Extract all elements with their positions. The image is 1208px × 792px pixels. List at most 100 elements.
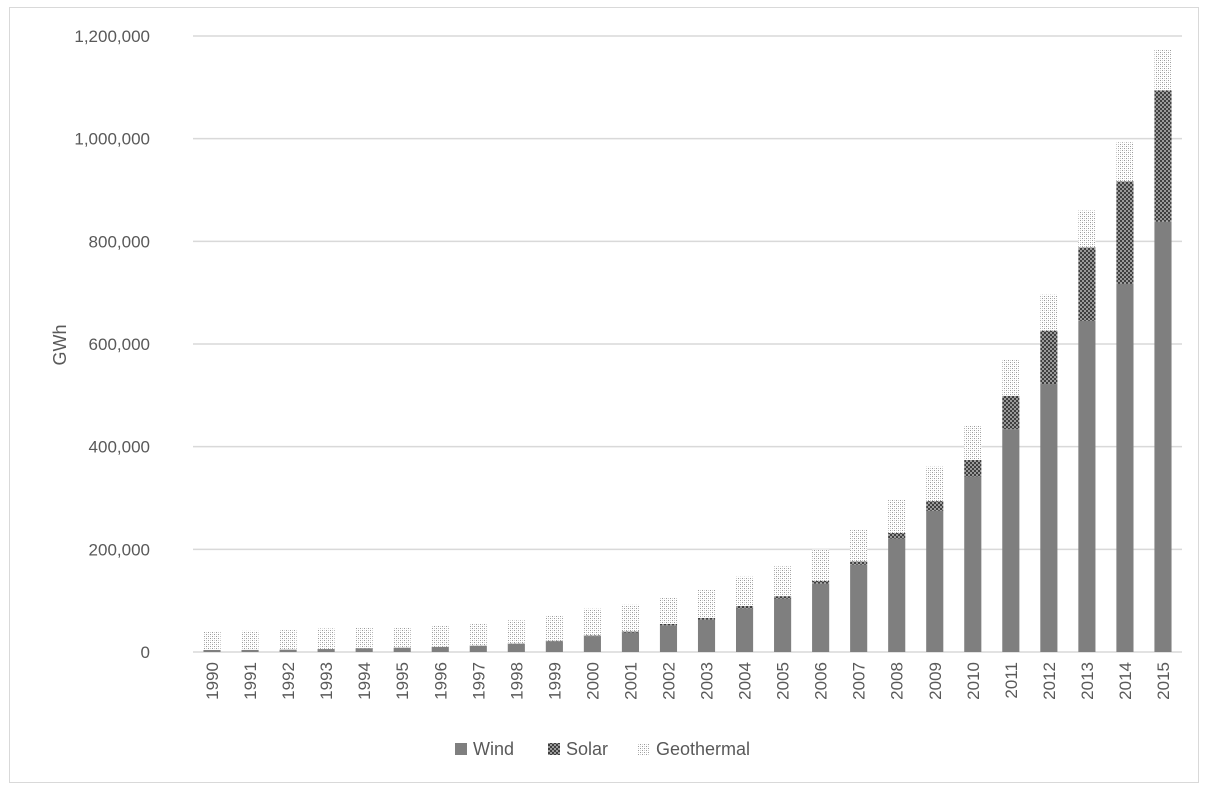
bar-geothermal-2012 [1040,294,1058,331]
x-tick-label: 2000 [583,662,602,700]
y-tick-label: 0 [141,643,150,662]
bar-wind-1992 [279,649,297,652]
x-tick-label: 2010 [964,662,983,700]
bar-solar-2001 [621,631,640,633]
bar-wind-2011 [1002,429,1020,652]
x-tick-label: 2001 [621,662,640,700]
bar-geothermal-2006 [812,549,830,581]
bar-solar-2004 [735,606,754,609]
x-tick-label: 2011 [1002,662,1021,699]
bar-geothermal-2008 [888,499,906,533]
x-tick-label: 1998 [507,662,526,700]
bar-wind-2008 [888,538,906,652]
bar-solar-2015 [1154,90,1172,222]
bar-wind-1997 [469,645,487,652]
bar-wind-2014 [1116,283,1134,652]
bar-wind-2001 [621,632,640,652]
x-tick-label: 2002 [659,662,678,700]
legend-label-wind: Wind [473,739,514,759]
bar-wind-2003 [697,619,716,652]
legend-swatch-geothermal [638,743,650,755]
bar-geothermal-1995 [393,627,411,648]
bar-geothermal-2000 [583,608,601,636]
x-tick-label: 2007 [850,662,869,700]
bar-wind-2002 [659,625,678,652]
bar-wind-2004 [735,608,754,652]
bar-wind-2005 [774,598,792,652]
legend: Wind Solar Geothermal [455,739,750,759]
bar-geothermal-1998 [507,620,525,644]
chart-frame [9,7,1199,783]
x-tick-label: 2008 [888,662,907,700]
bar-geothermal-1992 [279,630,297,650]
legend-label-geothermal: Geothermal [656,739,750,759]
y-tick-label: 1,000,000 [74,130,150,149]
x-tick-label: 1991 [241,662,260,700]
x-tick-label: 2012 [1040,662,1059,700]
bar-geothermal-2002 [659,597,678,624]
bars [203,49,1172,652]
bar-geothermal-2005 [774,566,792,597]
x-tick-label: 2003 [698,662,717,700]
bar-wind-1990 [203,649,221,652]
bar-solar-2014 [1116,181,1134,284]
bar-wind-2015 [1154,221,1172,652]
bar-solar-2005 [774,596,792,599]
x-tick-label: 1996 [431,662,450,700]
bar-wind-1999 [545,641,563,652]
x-tick-label: 2014 [1116,662,1135,700]
bar-wind-2000 [583,636,601,652]
bar-geothermal-2001 [621,604,640,632]
bar-geothermal-2013 [1078,210,1096,248]
bar-solar-2013 [1078,247,1096,321]
gridlines [193,35,1182,653]
x-tick-label: 1990 [203,662,222,700]
bar-wind-2013 [1078,320,1096,652]
x-tick-label: 1992 [279,662,298,700]
bar-wind-1995 [393,647,411,652]
bar-solar-2010 [964,460,982,477]
y-axis-label: GWh [50,324,70,365]
bar-wind-2012 [1040,384,1058,652]
bar-wind-1993 [317,649,335,652]
bar-wind-1996 [431,647,449,652]
bar-geothermal-2007 [850,529,868,562]
bar-solar-2011 [1002,395,1020,430]
y-tick-label: 1,200,000 [74,27,150,46]
bar-solar-2012 [1040,330,1058,385]
bar-geothermal-1996 [431,625,449,647]
bar-geothermal-2003 [697,589,716,618]
bar-solar-2009 [926,501,944,511]
legend-swatch-solar [548,743,560,755]
bar-solar-2006 [812,580,830,584]
x-tick-label: 1995 [393,662,412,700]
x-axis-ticks: 1990 1991 1992 1993 1994 1995 1996 1997 1998 1999… [203,662,1173,700]
y-tick-label: 600,000 [89,335,150,354]
x-tick-label: 1994 [355,662,374,700]
y-tick-label: 200,000 [89,540,150,559]
x-tick-label: 2013 [1078,662,1097,700]
bar-solar-2002 [659,623,678,626]
x-tick-label: 1993 [317,662,336,700]
legend-swatch-wind [455,743,467,755]
bar-wind-2010 [964,476,982,652]
bar-geothermal-1999 [545,615,563,641]
x-tick-label: 1999 [545,662,564,700]
bar-wind-2009 [926,510,944,652]
x-tick-label: 2006 [812,662,831,700]
bar-geothermal-1994 [355,627,373,649]
bar-geothermal-2014 [1116,142,1134,182]
x-tick-label: 2004 [736,662,755,700]
legend-label-solar: Solar [566,739,608,759]
bar-wind-1998 [507,643,525,652]
bar-geothermal-2004 [735,576,754,607]
bar-wind-1991 [241,649,259,652]
bar-solar-2008 [888,532,906,539]
bar-geothermal-1997 [469,624,487,646]
bar-solar-2000 [583,635,601,637]
x-tick-label: 1997 [469,662,488,700]
x-tick-label: 2009 [926,662,945,700]
bar-geothermal-2010 [964,425,982,461]
bar-geothermal-2009 [926,466,944,502]
